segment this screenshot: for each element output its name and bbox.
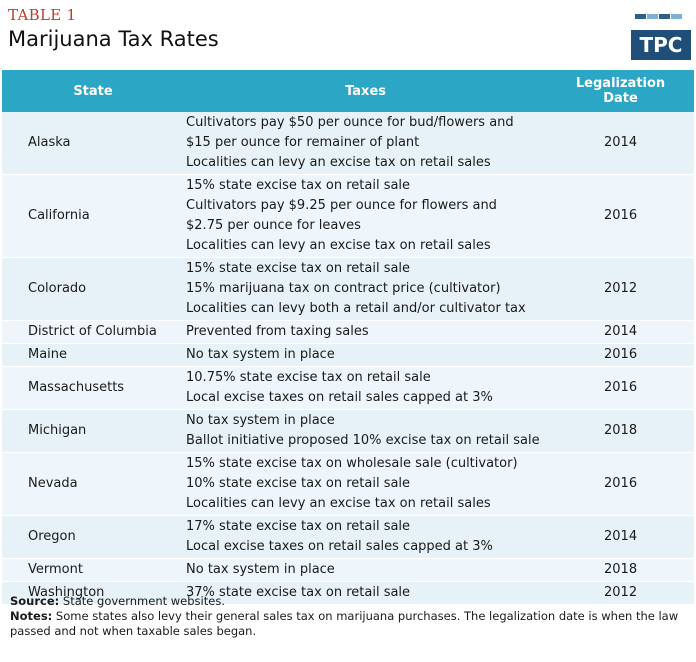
taxes-cell: 15% state excise tax on retail sale 15% m…	[184, 257, 548, 321]
table-row: District of Columbia Prevented from taxin…	[2, 320, 694, 344]
column-header-taxes: Taxes	[184, 70, 548, 112]
date-cell: 2018	[547, 558, 694, 582]
state-cell: Nevada	[2, 452, 185, 516]
tax-line: Cultivators pay $50 per ounce for bud/fl…	[186, 115, 514, 130]
state-cell: Maine	[2, 343, 185, 367]
taxes-cell: 37% state excise tax on retail sale	[184, 581, 548, 605]
date-cell: 2012	[547, 257, 694, 321]
table-row: Maine No tax system in place 2016	[2, 343, 694, 367]
date-cell: 2018	[547, 409, 694, 453]
tax-line: 15% state excise tax on retail sale	[186, 261, 411, 276]
taxes-cell: Prevented from taxing sales	[184, 320, 548, 344]
state-cell: Alaska	[2, 112, 185, 175]
source-label: Source:	[10, 594, 60, 608]
tax-line: Prevented from taxing sales	[186, 324, 369, 339]
tax-line: 17% state excise tax on retail sale	[186, 519, 411, 534]
notes-text: Some states also levy their general sale…	[10, 609, 679, 638]
state-cell: Vermont	[2, 558, 185, 582]
tax-line: Localities can levy both a retail and/or…	[186, 301, 526, 316]
table-footer: Source: State government websites. Notes…	[10, 594, 690, 639]
state-cell: Oregon	[2, 515, 185, 559]
column-header-date-label: Legalization Date	[575, 76, 666, 106]
table-row: Alaska Cultivators pay $50 per ounce for …	[2, 112, 694, 175]
table-header-row: State Taxes Legalization Date	[2, 70, 694, 112]
date-cell: 2014	[547, 515, 694, 559]
column-header-state: State	[2, 70, 185, 112]
tax-line: Local excise taxes on retail sales cappe…	[186, 390, 493, 405]
tax-rates-table: State Taxes Legalization Date Alaska Cult…	[2, 70, 694, 605]
source-text: State government websites.	[59, 594, 225, 608]
tax-line: Localities can levy an excise tax on ret…	[186, 496, 491, 511]
tax-line: 10% state excise tax on retail sale	[186, 476, 411, 491]
notes-label: Notes:	[10, 609, 53, 623]
table-row: Colorado 15% state excise tax on retail s…	[2, 257, 694, 321]
tax-line: 37% state excise tax on retail sale	[186, 585, 411, 600]
taxes-cell: No tax system in place Ballot initiative …	[184, 409, 548, 453]
tax-line: Ballot initiative proposed 10% excise ta…	[186, 433, 540, 448]
source-note: Source: State government websites.	[10, 594, 690, 609]
taxes-cell: No tax system in place	[184, 343, 548, 367]
date-cell: 2016	[547, 452, 694, 516]
tax-line: 10.75% state excise tax on retail sale	[186, 370, 431, 385]
tpc-logo: TPC	[631, 0, 691, 60]
taxes-cell: 10.75% state excise tax on retail sale Lo…	[184, 366, 548, 410]
tax-line: $15 per ounce for remainer of plant	[186, 135, 420, 150]
column-header-date: Legalization Date	[547, 70, 694, 112]
state-cell: Massachusetts	[2, 366, 185, 410]
table-row: Michigan No tax system in place Ballot ini…	[2, 409, 694, 453]
date-cell: 2014	[547, 320, 694, 344]
tax-line: Local excise taxes on retail sales cappe…	[186, 539, 493, 554]
table-header: TABLE 1 Marijuana Tax Rates TPC	[0, 0, 696, 70]
date-cell: 2016	[547, 174, 694, 258]
tax-line: Localities can levy an excise tax on ret…	[186, 238, 491, 253]
state-cell: Michigan	[2, 409, 185, 453]
table-row: Oregon 17% state excise tax on retail sal…	[2, 515, 694, 559]
logo-text: TPC	[631, 30, 691, 60]
table-row: Massachusetts 10.75% state excise tax on …	[2, 366, 694, 410]
taxes-cell: No tax system in place	[184, 558, 548, 582]
table-row: Vermont No tax system in place 2018	[2, 558, 694, 582]
table-label: TABLE 1	[8, 6, 77, 24]
taxes-cell: 17% state excise tax on retail sale Local…	[184, 515, 548, 559]
date-cell: 2014	[547, 112, 694, 175]
date-cell: 2012	[547, 581, 694, 605]
tax-line: No tax system in place	[186, 562, 335, 577]
taxes-cell: 15% state excise tax on wholesale sale (…	[184, 452, 548, 516]
table-row: California 15% state excise tax on retail…	[2, 174, 694, 258]
table-title: Marijuana Tax Rates	[8, 27, 219, 51]
state-cell: Washington	[2, 581, 185, 605]
taxes-cell: 15% state excise tax on retail sale Culti…	[184, 174, 548, 258]
date-cell: 2016	[547, 343, 694, 367]
table-row: Washington 37% state excise tax on retail…	[2, 581, 694, 605]
state-cell: California	[2, 174, 185, 258]
table-body: Alaska Cultivators pay $50 per ounce for …	[2, 112, 694, 605]
tax-line: 15% state excise tax on wholesale sale (…	[186, 456, 518, 471]
tax-line: 15% state excise tax on retail sale	[186, 178, 411, 193]
tax-line: No tax system in place	[186, 413, 335, 428]
taxes-cell: Cultivators pay $50 per ounce for bud/fl…	[184, 112, 548, 175]
tax-line: Cultivators pay $9.25 per ounce for flow…	[186, 198, 497, 213]
date-cell: 2016	[547, 366, 694, 410]
tax-line: $2.75 per ounce for leaves	[186, 218, 361, 233]
tax-line: 15% marijuana tax on contract price (cul…	[186, 281, 501, 296]
state-cell: Colorado	[2, 257, 185, 321]
tax-line: No tax system in place	[186, 347, 335, 362]
notes: Notes: Some states also levy their gener…	[10, 609, 690, 639]
tax-line: Localities can levy an excise tax on ret…	[186, 155, 491, 170]
state-cell: District of Columbia	[2, 320, 185, 344]
table-row: Nevada 15% state excise tax on wholesale …	[2, 452, 694, 516]
